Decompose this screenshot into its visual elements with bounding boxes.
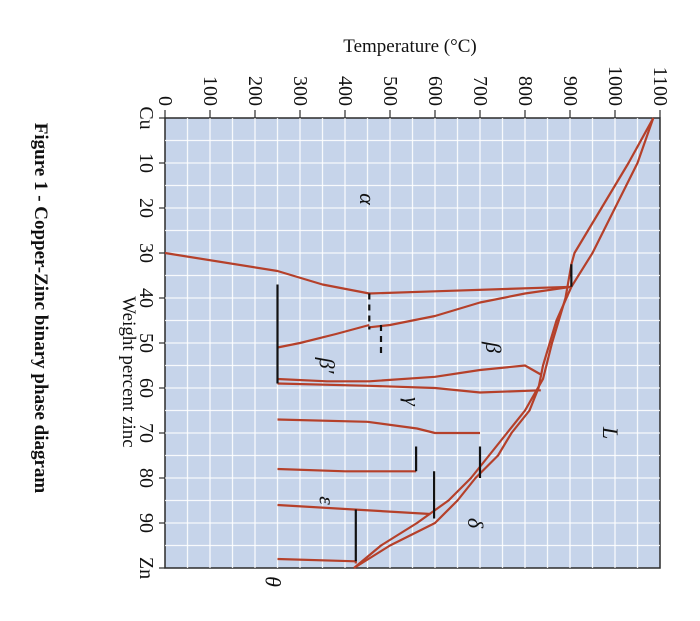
- composition-tick-label: Zn: [135, 557, 157, 579]
- composition-tick-label: 40: [135, 288, 157, 308]
- temperature-tick-label: 1100: [649, 67, 671, 106]
- phase-label-3: γ: [400, 397, 425, 407]
- phase-label-1: β: [481, 341, 506, 353]
- temperature-tick-label: 800: [514, 76, 536, 106]
- composition-tick-label: 50: [135, 333, 157, 353]
- temperature-tick-label: 1000: [604, 66, 626, 106]
- phase-label-6: δ: [463, 518, 488, 529]
- phase-boundary-beta-left: [369, 285, 572, 329]
- phase-label-4: L: [598, 426, 623, 439]
- phase-label-2: β′: [315, 357, 340, 375]
- phase-label-5: ε: [315, 496, 340, 505]
- phase-label-7: θ: [261, 576, 286, 587]
- temperature-tick-label: 600: [424, 76, 446, 106]
- composition-axis-title: Weight percent zinc: [118, 296, 139, 448]
- phase-boundary-liquidus: [353, 117, 655, 569]
- phase-boundary-beta-prime-boundary: [277, 323, 370, 349]
- temperature-tick-label: 0: [154, 96, 176, 106]
- temperature-tick-label: 900: [559, 76, 581, 106]
- composition-tick-label: 70: [135, 423, 157, 443]
- phase-boundary-zn-solvus: [277, 557, 357, 564]
- temperature-tick-label: 200: [244, 76, 266, 106]
- composition-tick-label: Cu: [135, 106, 157, 129]
- composition-tick-label: 30: [135, 243, 157, 263]
- temperature-tick-label: 100: [199, 76, 221, 106]
- phase-boundary-epsilon-left: [277, 467, 417, 473]
- phase-boundary-epsilon-right: [277, 503, 431, 516]
- temperature-tick-label: 700: [469, 76, 491, 106]
- temperature-tick-label: 500: [379, 76, 401, 106]
- phase-boundary-gamma-right: [277, 418, 480, 435]
- composition-tick-label: 90: [135, 513, 157, 533]
- phase-label-0: α: [355, 193, 380, 205]
- composition-tick-label: 60: [135, 378, 157, 398]
- phase-boundary-alpha-solvus: [164, 251, 572, 295]
- temperature-tick-label: 400: [334, 76, 356, 106]
- composition-tick-label: 10: [135, 153, 157, 173]
- phase-boundary-gamma-left: [277, 382, 541, 394]
- figure-caption: Figure 1 - Copper-Zinc binary phase diag…: [30, 122, 51, 494]
- phase-boundary-beta-right: [277, 364, 542, 383]
- temperature-axis-title: Temperature (°C): [343, 36, 477, 57]
- phase-boundary-solidus: [353, 117, 655, 569]
- composition-tick-label: 80: [135, 468, 157, 488]
- temperature-tick-label: 300: [289, 76, 311, 106]
- composition-tick-label: 20: [135, 198, 157, 218]
